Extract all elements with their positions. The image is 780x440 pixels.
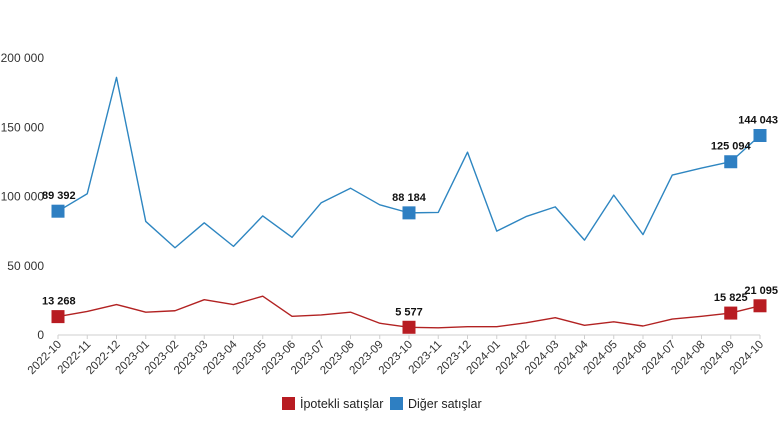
legend-swatch-diger [390, 397, 403, 410]
data-label: 89 392 [42, 190, 76, 202]
legend-label-ipotekli: İpotekli satışlar [300, 397, 383, 411]
series-layer [51, 76, 767, 334]
data-label: 125 094 [711, 141, 752, 153]
series-marker-1[interactable] [753, 129, 767, 143]
data-label: 88 184 [392, 192, 427, 204]
series-marker-1[interactable] [402, 206, 416, 220]
series-marker-0[interactable] [51, 310, 65, 324]
series-line-1 [57, 76, 761, 249]
y-tick-label: 200 000 [1, 51, 45, 65]
series-marker-1[interactable] [724, 155, 738, 169]
data-label: 144 043 [738, 115, 778, 127]
series-marker-1[interactable] [51, 204, 65, 218]
legend-item-ipotekli[interactable]: İpotekli satışlar [282, 397, 383, 411]
data-label: 15 825 [714, 292, 748, 304]
legend-item-diger[interactable]: Diğer satışlar [390, 397, 482, 411]
y-tick-label: 0 [37, 328, 44, 342]
legend-label-diger: Diğer satışlar [408, 397, 482, 411]
y-axis: 0 50 000 100 000 150 000 200 000 [1, 51, 45, 342]
y-tick-label: 50 000 [7, 259, 44, 273]
y-tick-label: 150 000 [1, 120, 45, 134]
series-marker-0[interactable] [753, 299, 767, 313]
x-axis: 2022-102022-112022-122023-012023-022023-… [26, 334, 766, 377]
data-label: 13 268 [42, 296, 76, 308]
series-marker-0[interactable] [724, 306, 738, 320]
series-marker-0[interactable] [402, 320, 416, 334]
legend-swatch-ipotekli [282, 397, 295, 410]
data-label: 21 095 [744, 285, 778, 297]
legend: İpotekli satışlar Diğer satışlar [282, 397, 482, 411]
data-label: 5 577 [395, 306, 423, 318]
y-tick-label: 100 000 [1, 190, 45, 204]
